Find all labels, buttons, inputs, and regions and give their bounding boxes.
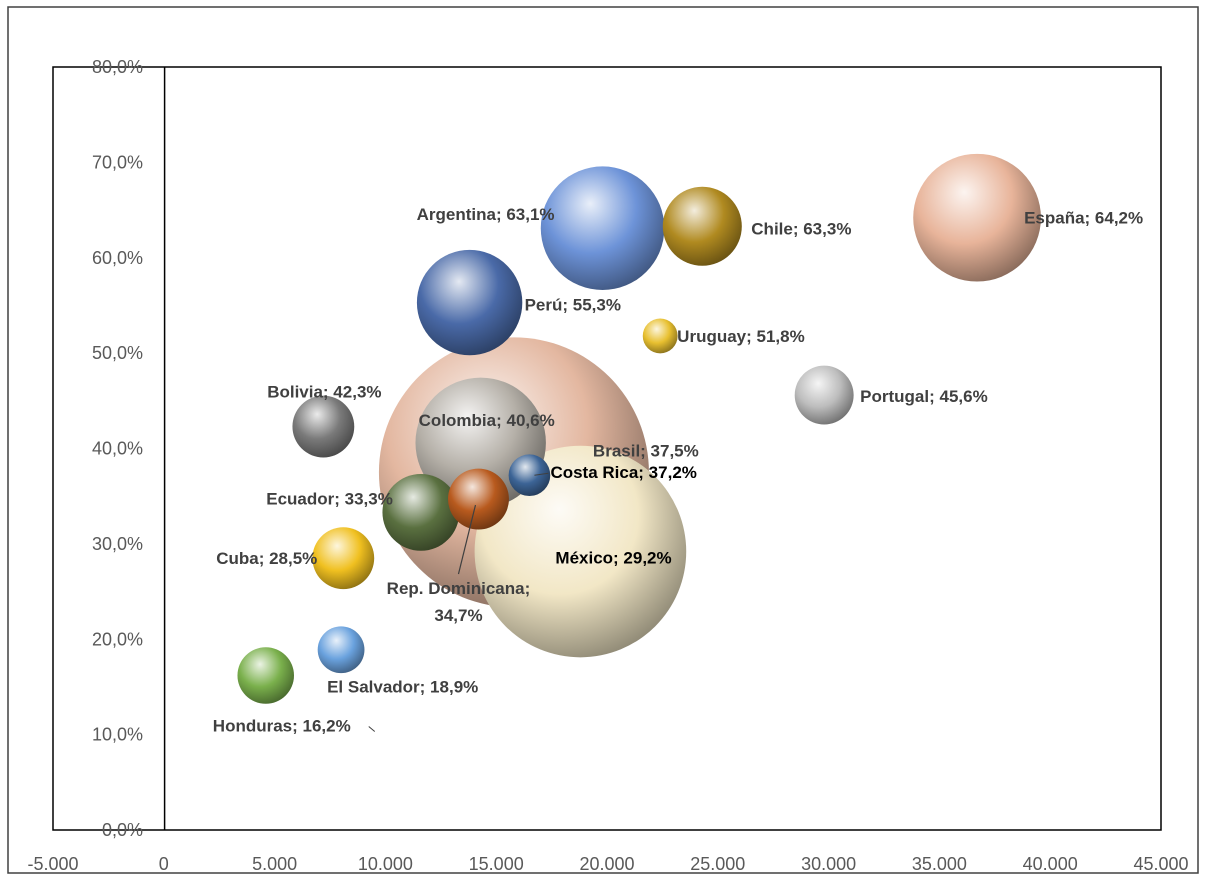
bubble-costa-rica (508, 454, 551, 497)
bubble-el-salvador (317, 626, 365, 674)
leader-line-honduras (368, 726, 376, 732)
y-tick-label: 80,0% (92, 57, 143, 77)
plot-area (52, 66, 1162, 831)
data-labels: España; 64,2% Chile; 63,3% Argentina; 63,1… (213, 205, 1143, 735)
data-label-espana: España; 64,2% (1024, 209, 1143, 228)
data-label-costa-rica: Costa Rica; 37,2% (550, 463, 696, 482)
data-label-rep-dominicana: Rep. Dominicana; 34,7% (387, 579, 531, 625)
data-label-bolivia: Bolivia; 42,3% (267, 383, 381, 402)
x-tick-label: 15.000 (469, 854, 524, 874)
bubble-chile (662, 186, 742, 266)
y-tick-label: 20,0% (92, 629, 143, 649)
leader-line-rep-dominicana (457, 504, 477, 575)
x-tick-label: -5.000 (27, 854, 78, 874)
x-tick-label: 10.000 (358, 854, 413, 874)
y-tick-label: 50,0% (92, 343, 143, 363)
leader-lines (368, 472, 549, 732)
data-label-honduras: Honduras; 16,2% (213, 716, 351, 735)
data-label-mexico: México; 29,2% (555, 549, 671, 568)
data-label-ecuador: Ecuador; 33,3% (266, 489, 393, 508)
bubbles (237, 153, 1041, 704)
x-tick-label: 35.000 (912, 854, 967, 874)
bubble-cuba (312, 527, 375, 590)
x-tick-label: 40.000 (1023, 854, 1078, 874)
y-tick-label: 10,0% (92, 725, 143, 745)
data-label-uruguay: Uruguay; 51,8% (677, 327, 805, 346)
data-label-brasil: Brasil; 37,5% (593, 441, 699, 460)
x-tick-label: 0 (159, 854, 169, 874)
x-tick-label: 30.000 (801, 854, 856, 874)
bubble-portugal (794, 365, 854, 425)
bubble-ecuador (382, 473, 460, 551)
bubble-rep-dominicana (447, 468, 509, 530)
bubble-uruguay (642, 318, 678, 354)
bubble-mexico (474, 445, 687, 658)
x-tick-label: 45.000 (1133, 854, 1188, 874)
bubble-argentina (540, 166, 665, 290)
y-tick-label: 0,0% (102, 820, 143, 840)
x-axis-ticks: -5.000 0 5.000 10.000 15.000 20.000 25.000 30.0… (27, 854, 1188, 874)
y-tick-label: 60,0% (92, 248, 143, 268)
x-tick-label: 5.000 (252, 854, 297, 874)
data-label-portugal: Portugal; 45,6% (860, 387, 988, 406)
data-label-peru: Perú; 55,3% (525, 296, 621, 315)
data-label-chile: Chile; 63,3% (751, 219, 851, 238)
leader-line-costa-rica (534, 472, 549, 476)
data-label-cuba: Cuba; 28,5% (216, 549, 317, 568)
y-tick-label: 40,0% (92, 439, 143, 459)
x-tick-label: 20.000 (579, 854, 634, 874)
bubble-bolivia (292, 395, 355, 458)
x-tick-label: 25.000 (690, 854, 745, 874)
bubble-peru (416, 249, 523, 356)
y-axis-ticks: 0,0% 10,0% 20,0% 30,0% 40,0% 50,0% 60,0% 70,0% 8… (92, 57, 143, 840)
y-tick-label: 70,0% (92, 152, 143, 172)
data-label-argentina: Argentina; 63,1% (417, 205, 555, 224)
bubble-espana (913, 153, 1041, 282)
y-tick-label: 30,0% (92, 534, 143, 554)
data-label-el-salvador: El Salvador; 18,9% (327, 678, 478, 697)
data-label-colombia: Colombia; 40,6% (419, 411, 555, 430)
bubble-honduras (237, 647, 294, 704)
